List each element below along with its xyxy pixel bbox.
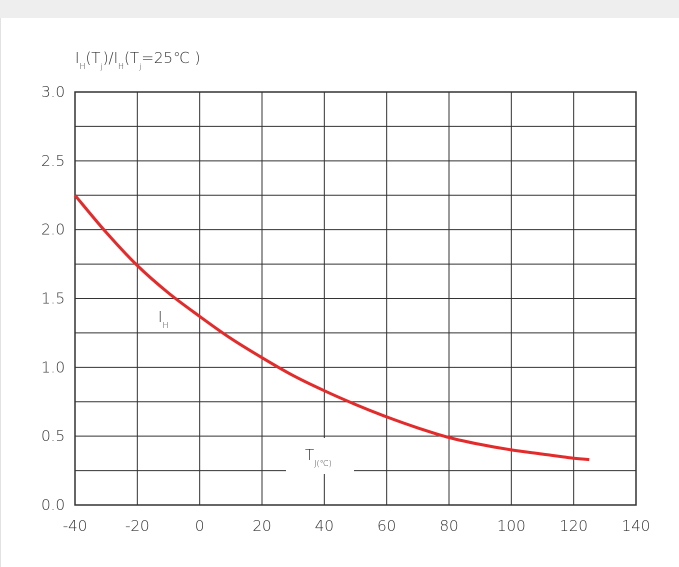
y-tick-label: 2.5 [41, 152, 65, 170]
curve-label-main: I [158, 308, 162, 326]
y-axis-label-text: (T [85, 49, 100, 67]
y-axis-label-subscript: j [99, 62, 102, 71]
x-axis-label-sub: J(℃) [314, 459, 332, 468]
y-tick-label: 1.5 [41, 290, 65, 308]
x-tick-label: -20 [125, 517, 150, 535]
y-tick-labels: 0.0 0.5 1.0 1.5 2.0 2.5 3.0 [41, 83, 65, 514]
series-line [73, 194, 590, 462]
y-tick-label: 1.0 [41, 358, 65, 376]
x-tick-label: 20 [252, 517, 271, 535]
y-axis-label-subscript: j [138, 62, 141, 71]
y-axis-label-text: (T [124, 49, 139, 67]
y-axis-label-text: =25℃ ) [141, 49, 200, 67]
x-tick-label: 120 [559, 517, 588, 535]
x-axis-label-main: T [305, 446, 314, 464]
left-border [0, 18, 1, 567]
y-tick-label: 3.0 [41, 83, 65, 101]
x-tick-label: 140 [622, 517, 651, 535]
y-axis-label-text: )/I [103, 49, 118, 67]
y-tick-label: 0.5 [41, 427, 65, 445]
plot-border [74, 91, 637, 506]
x-tick-label: 80 [439, 517, 458, 535]
x-tick-label: 0 [195, 517, 205, 535]
curve-label-sub: H [162, 321, 168, 330]
y-tick-label: 0.0 [41, 496, 65, 514]
y-tick-label: 2.0 [41, 221, 65, 239]
x-tick-labels: -40 -20 0 20 40 60 80 100 120 140 [63, 517, 651, 535]
x-axis-label: TJ(℃) [305, 446, 332, 468]
x-tick-label: 100 [497, 517, 526, 535]
y-axis-label-subscript: H [79, 62, 85, 71]
x-tick-label: -40 [63, 517, 88, 535]
x-tick-label: 60 [377, 517, 396, 535]
x-tick-label: 40 [315, 517, 334, 535]
y-axis-label-text: I [75, 49, 79, 67]
curve-label: IH [158, 308, 168, 330]
x-axis-label-backdrop [286, 438, 354, 474]
y-axis-label-subscript: H [118, 62, 124, 71]
grid [74, 91, 637, 506]
y-axis-label: IH(Tj)/IH(Tj=25℃ ) [75, 49, 200, 71]
top-band [0, 0, 679, 18]
